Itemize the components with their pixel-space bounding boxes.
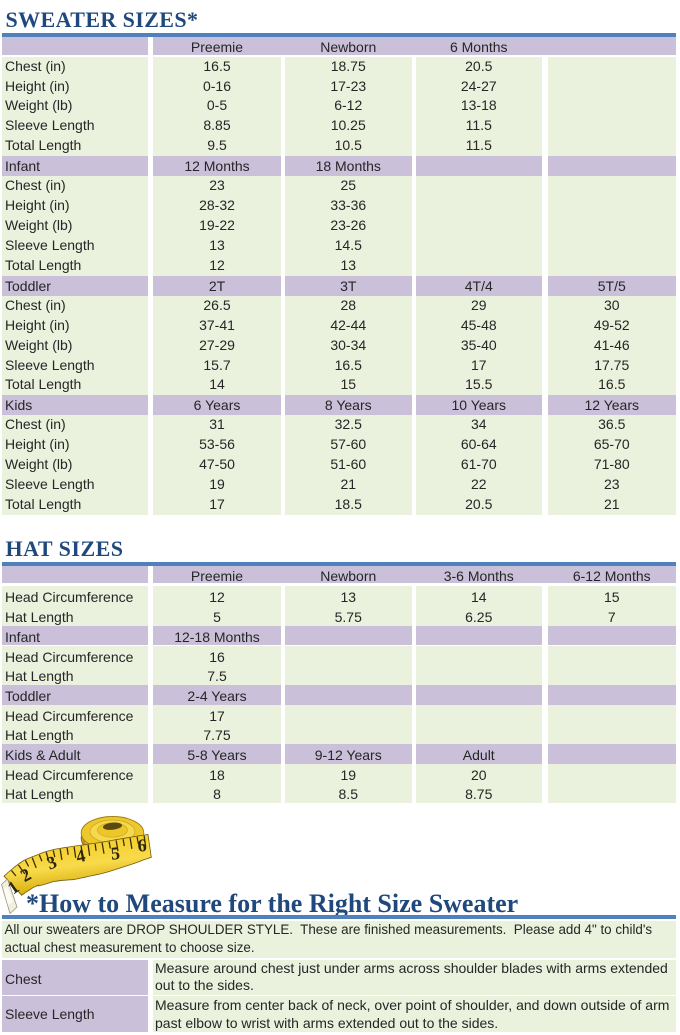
svg-text:5: 5 xyxy=(110,843,121,864)
svg-text:6: 6 xyxy=(137,835,147,856)
svg-text:4: 4 xyxy=(74,845,87,866)
